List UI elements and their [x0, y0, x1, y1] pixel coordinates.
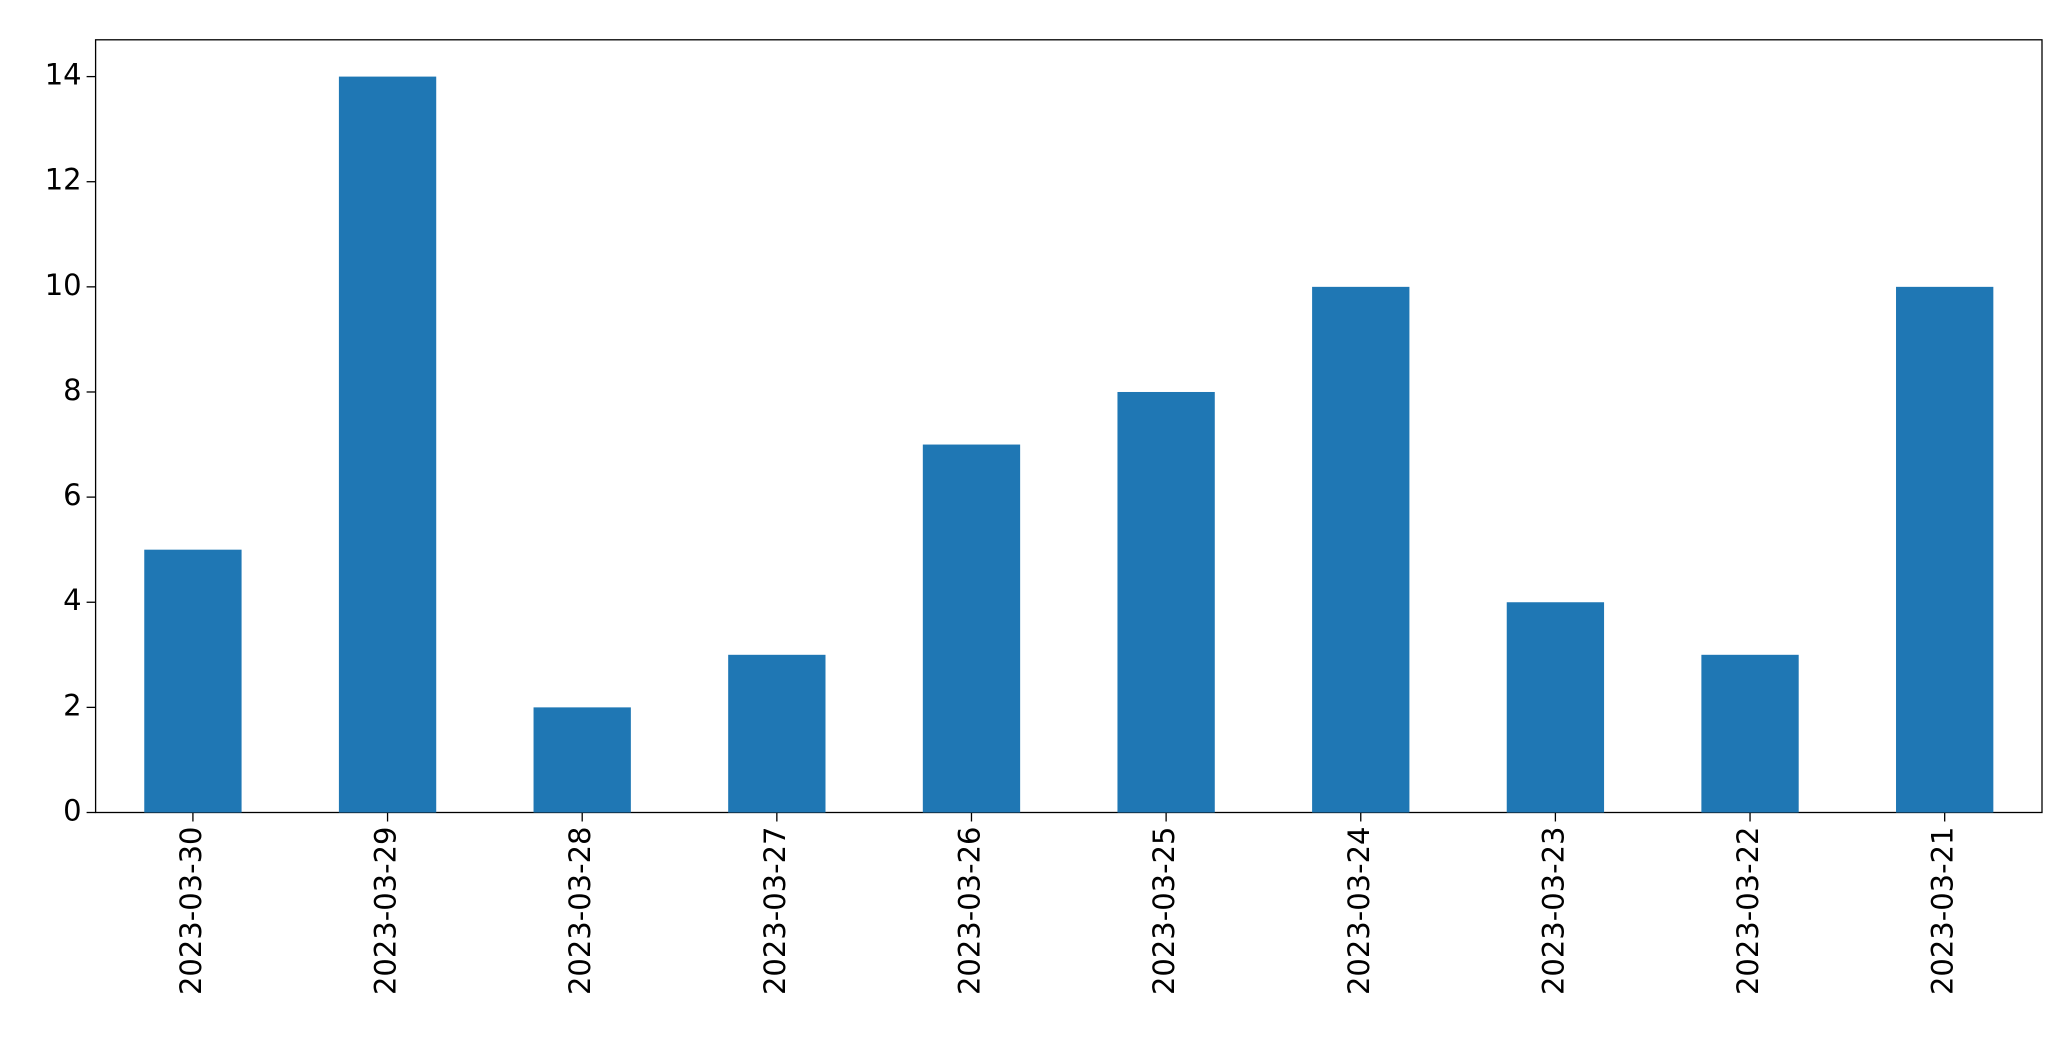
x-tick-label: 2023-03-24	[1342, 827, 1376, 996]
x-tick-label: 2023-03-23	[1536, 827, 1570, 996]
bar	[922, 444, 1021, 813]
x-tick-label: 2023-03-25	[1147, 827, 1181, 996]
y-tick-label: 6	[63, 478, 81, 512]
y-tick-label: 4	[63, 583, 81, 617]
bar	[1506, 602, 1605, 813]
x-tick-label: 2023-03-22	[1731, 827, 1765, 996]
y-tick-label: 0	[63, 794, 81, 828]
y-tick-label: 8	[63, 373, 81, 407]
y-tick-label: 14	[45, 58, 82, 92]
y-tick-label: 12	[45, 163, 82, 197]
x-tick-label: 2023-03-30	[174, 827, 208, 996]
bar	[1701, 654, 1799, 813]
x-tick-label: 2023-03-21	[1926, 827, 1960, 996]
x-tick-label: 2023-03-27	[758, 827, 792, 996]
bar	[338, 76, 437, 813]
x-tick-label: 2023-03-28	[563, 827, 597, 996]
y-tick-label: 2	[63, 688, 81, 722]
y-tick-label: 10	[45, 268, 82, 302]
bar	[144, 549, 242, 813]
bar	[533, 707, 631, 813]
bar	[1312, 286, 1410, 813]
bar	[1117, 391, 1215, 813]
plot-frame	[94, 39, 2043, 814]
bar	[1896, 286, 1994, 813]
bar	[728, 654, 826, 813]
x-tick-label: 2023-03-29	[369, 827, 403, 996]
x-tick-label: 2023-03-26	[952, 827, 986, 996]
